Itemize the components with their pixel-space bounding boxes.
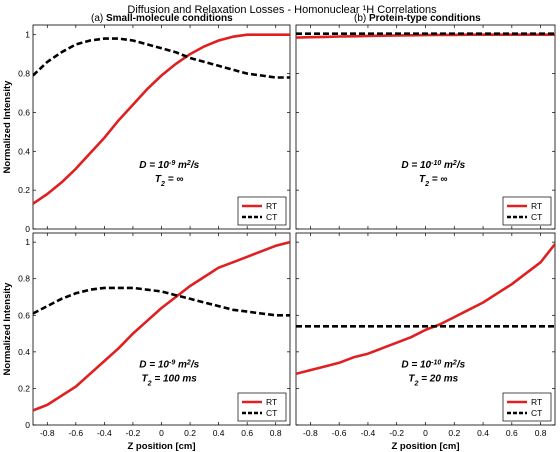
y-tick-label: 0.6 — [18, 310, 30, 320]
panel-label: (a) Small-molecule conditions — [91, 13, 233, 24]
x-tick-label: -0.4 — [97, 428, 112, 438]
x-tick-label: -0.8 — [40, 428, 55, 438]
series-line-rt — [296, 243, 555, 376]
x-tick-label: 0 — [423, 428, 428, 438]
annotation-line: T2 = ∞ — [155, 174, 184, 188]
legend-box — [502, 196, 552, 226]
x-tick-label: -0.8 — [303, 428, 318, 438]
x-tick-label: 0.2 — [448, 428, 460, 438]
y-tick-label: 0 — [25, 224, 30, 234]
y-tick-label: 0.2 — [18, 383, 30, 393]
annotation-line: D = 10-10 m2/s — [401, 159, 465, 171]
series-group — [296, 243, 555, 376]
x-tick-label: 0.8 — [270, 428, 282, 438]
annotation-line: D = 10-9 m2/s — [139, 359, 199, 371]
plot-frame — [295, 24, 556, 230]
x-tick-label: -0.6 — [332, 428, 347, 438]
y-tick-label: 0.6 — [18, 107, 30, 117]
legend-box — [237, 392, 287, 422]
panel-2: (b) Protein-type conditions D = 10-10 m2/… — [295, 13, 556, 230]
y-tick-label: 1 — [25, 237, 30, 247]
y-tick-label: 0.2 — [18, 185, 30, 195]
x-tick-label: 0.4 — [477, 428, 489, 438]
annotation-line: T2 = ∞ — [419, 174, 448, 188]
x-tick-label: 0.6 — [506, 428, 518, 438]
legend-box — [502, 392, 552, 422]
x-axis-label: Z position [cm] — [127, 441, 195, 452]
x-tick-label: -0.4 — [361, 428, 376, 438]
plot-frame — [32, 24, 291, 230]
legend-label-rt: RT — [266, 201, 277, 211]
legend-box — [237, 196, 287, 226]
series-line-rt — [33, 33, 290, 205]
legend-label-ct: CT — [531, 212, 542, 222]
series-line-rt — [33, 240, 290, 412]
series-group — [33, 240, 290, 412]
x-tick-label: 0 — [159, 428, 164, 438]
x-tick-label: -0.2 — [126, 428, 141, 438]
x-tick-label: 0.2 — [184, 428, 196, 438]
x-tick-label: 0.8 — [535, 428, 547, 438]
series-line-ct — [33, 286, 290, 317]
legend-label-rt: RT — [531, 397, 542, 407]
figure-title: Diffusion and Relaxation Losses - Homonu… — [127, 4, 437, 16]
series-group — [296, 32, 555, 39]
x-tick-label: -0.2 — [389, 428, 404, 438]
y-tick-label: 1 — [25, 30, 30, 40]
panel-4: -0.8 -0.6 -0.4 -0.2 0 0.2 0.4 0.6 0.8 Z position … — [295, 232, 556, 452]
legend-label-ct: CT — [266, 212, 277, 222]
panel-3: -0.8 -0.6 -0.4 -0.2 0 0.2 0.4 0.6 0.8 0 0.2 0.4 0.6 0… — [2, 232, 291, 452]
annotation-line: D = 10-10 m2/s — [401, 359, 465, 371]
x-tick-label: 0.6 — [241, 428, 253, 438]
panels-group: 0 0.2 0.4 0.6 0.8 1 Normalized Intensity (a) Sm… — [2, 13, 556, 452]
y-axis-label: Normalized Intensity — [2, 282, 13, 376]
legend-label-ct: CT — [531, 408, 542, 418]
legend-label-rt: RT — [266, 397, 277, 407]
series-line-ct — [33, 37, 290, 79]
x-tick-label: 0.4 — [213, 428, 225, 438]
series-group — [33, 33, 290, 205]
y-tick-label: 0 — [25, 420, 30, 430]
legend-label-ct: CT — [266, 408, 277, 418]
panel-label: (b) Protein-type conditions — [354, 13, 481, 24]
legend-label-rt: RT — [531, 201, 542, 211]
annotation-line: T2 = 100 ms — [142, 373, 198, 387]
series-line-rt — [296, 33, 555, 39]
panel-1: 0 0.2 0.4 0.6 0.8 1 Normalized Intensity (a) Sm… — [2, 13, 291, 234]
y-tick-label: 0.8 — [18, 274, 30, 284]
y-tick-label: 0.4 — [18, 146, 30, 156]
annotation-line: D = 10-9 m2/s — [139, 159, 199, 171]
y-tick-label: 0.4 — [18, 347, 30, 357]
y-tick-label: 0.8 — [18, 69, 30, 79]
x-tick-label: -0.6 — [69, 428, 84, 438]
x-axis-label: Z position [cm] — [391, 441, 459, 452]
y-axis-label: Normalized Intensity — [2, 80, 13, 174]
annotation-line: T2 = 20 ms — [408, 373, 458, 387]
